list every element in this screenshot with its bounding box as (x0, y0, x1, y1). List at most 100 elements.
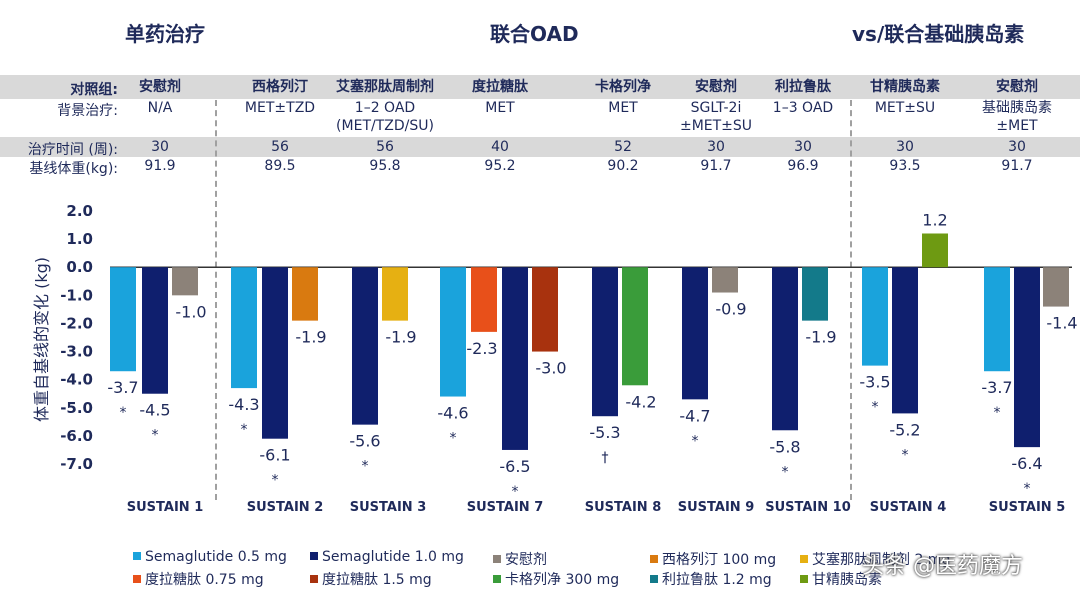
y-tick-label: -6.0 (60, 427, 93, 445)
y-tick-label: -7.0 (60, 455, 93, 473)
legend-label: 度拉糖肽 0.75 mg (145, 572, 264, 588)
legend-swatch (650, 575, 658, 583)
trial-duration: 56 (376, 139, 394, 155)
y-tick-label: 0.0 (66, 258, 93, 276)
trial-duration: 30 (707, 139, 725, 155)
trial-baseline: 93.5 (889, 158, 921, 174)
bar-sitagliptin (292, 267, 318, 321)
bar-sema10 (772, 267, 798, 431)
trial-duration: 30 (1008, 139, 1026, 155)
bar-value-label: -6.4 (1011, 454, 1042, 473)
bar-sema05 (440, 267, 466, 397)
row-label-comparator: 对照组: (70, 82, 118, 98)
trial-background: MET±SU (874, 100, 936, 116)
legend-swatch (493, 575, 501, 583)
legend-swatch (493, 555, 501, 563)
y-tick-label: -5.0 (60, 399, 93, 417)
category-label: SUSTAIN 5 (989, 500, 1066, 515)
significance-mark: * (872, 400, 879, 416)
bar-liraglutide (802, 267, 828, 321)
trial-duration: 52 (614, 139, 632, 155)
bar-value-label: -3.5 (859, 373, 890, 392)
row-label-duration: 治疗时间 (周): (27, 142, 118, 158)
row-label-baseline: 基线体重(kg): (29, 161, 118, 177)
trial-baseline: 91.7 (700, 158, 732, 174)
trial-comparator: 度拉糖肽 (472, 79, 528, 95)
significance-mark: * (241, 422, 248, 438)
section-title-insulin: vs/联合基础胰岛素 (852, 22, 1025, 46)
watermark: 头条 @医药魔方 (862, 554, 1023, 579)
bar-value-label: -4.7 (679, 406, 710, 425)
bar-glargine (922, 233, 948, 268)
separator-monotherapy (215, 100, 217, 500)
legend-item: 利拉鲁肽 1.2 mg (650, 569, 772, 589)
trial-comparator: 卡格列净 (595, 79, 651, 95)
trial-comparator: 西格列汀 (252, 79, 308, 95)
bar-dula15 (532, 267, 558, 352)
legend-label: 利拉鲁肽 1.2 mg (662, 572, 772, 588)
row-label-background: 背景治疗: (57, 103, 118, 119)
significance-mark: * (152, 428, 159, 444)
category-label: SUSTAIN 7 (467, 500, 544, 515)
trial-baseline: 96.9 (787, 158, 819, 174)
bar-sema05 (110, 267, 136, 372)
category-label: SUSTAIN 10 (765, 500, 851, 515)
trial-duration: 30 (151, 139, 169, 155)
legend-item: 度拉糖肽 0.75 mg (133, 569, 264, 589)
bar-placebo (172, 267, 198, 296)
y-tick-label: 2.0 (66, 202, 93, 220)
bar-value-label: -6.5 (499, 457, 530, 476)
legend-label: Semaglutide 1.0 mg (322, 549, 464, 565)
significance-mark: * (120, 405, 127, 421)
trial-comparator: 安慰剂 (996, 79, 1038, 95)
trial-background: ±MET±SU (679, 118, 753, 134)
header-band-duration (0, 137, 1080, 157)
significance-mark: * (362, 459, 369, 475)
legend-label: 西格列汀 100 mg (662, 552, 777, 568)
legend-label: 甘精胰岛素 (812, 572, 882, 588)
bar-sema10 (892, 267, 918, 414)
bar-value-label: -3.7 (107, 378, 138, 397)
significance-mark: * (272, 473, 279, 489)
y-tick-label: -3.0 (60, 343, 93, 361)
legend-item: 卡格列净 300 mg (493, 569, 619, 589)
trial-comparator: 安慰剂 (695, 79, 737, 95)
legend-swatch (133, 552, 141, 560)
trial-duration: 40 (491, 139, 509, 155)
legend-label: 度拉糖肽 1.5 mg (322, 572, 432, 588)
trial-duration: 56 (271, 139, 289, 155)
trial-baseline: 95.8 (369, 158, 401, 174)
trial-baseline: 89.5 (264, 158, 296, 174)
trial-background: 1–3 OAD (772, 100, 834, 116)
trial-background: SGLT-2i (690, 100, 742, 116)
legend-label: 卡格列净 300 mg (505, 572, 620, 588)
bar-sema10 (592, 267, 618, 417)
trial-duration: 30 (794, 139, 812, 155)
trial-duration: 30 (896, 139, 914, 155)
category-label: SUSTAIN 9 (678, 500, 755, 515)
significance-mark: * (512, 484, 519, 500)
trial-comparator: 利拉鲁肽 (775, 79, 831, 95)
bar-value-label: -1.0 (175, 302, 206, 321)
legend-swatch (310, 552, 318, 560)
trial-baseline: 91.9 (144, 158, 176, 174)
legend-item: 度拉糖肽 1.5 mg (310, 569, 432, 589)
significance-mark: * (692, 433, 699, 449)
bar-sema10 (142, 267, 168, 394)
bar-placebo (712, 267, 738, 293)
trial-background: 1–2 OAD (354, 100, 416, 116)
y-tick-label: -1.0 (60, 286, 93, 304)
bar-sema05 (231, 267, 257, 389)
bar-sema05 (862, 267, 888, 366)
trial-comparator: 甘精胰岛素 (870, 79, 940, 95)
significance-mark: * (1024, 481, 1031, 497)
section-title-oad: 联合OAD (490, 22, 579, 46)
category-label: SUSTAIN 4 (870, 500, 947, 515)
category-label: SUSTAIN 2 (247, 500, 324, 515)
y-tick-label: -2.0 (60, 314, 93, 332)
legend-item: Semaglutide 1.0 mg (310, 549, 464, 565)
legend-swatch (650, 555, 658, 563)
bar-value-label: -4.5 (139, 401, 170, 420)
legend-item: Semaglutide 0.5 mg (133, 549, 287, 565)
y-tick-label: 1.0 (66, 230, 93, 248)
